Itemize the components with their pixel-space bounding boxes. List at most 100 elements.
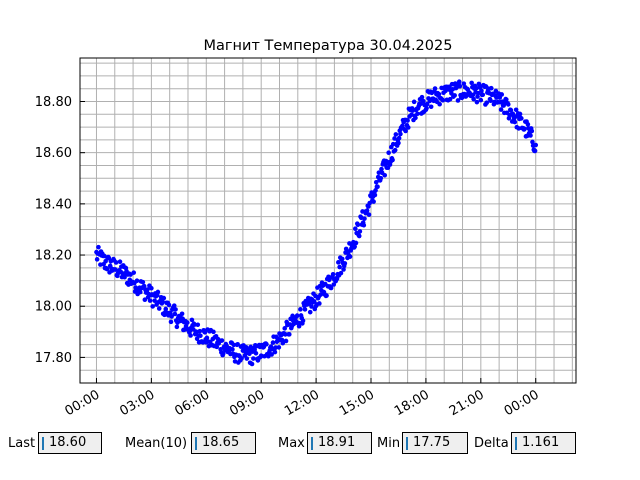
data-point [264, 341, 269, 347]
data-point [469, 80, 474, 86]
data-point [474, 99, 480, 105]
text-cursor [515, 437, 517, 450]
data-point [371, 199, 376, 204]
data-point [163, 306, 169, 312]
data-point [512, 119, 518, 125]
last-value: 18.60 [49, 435, 87, 450]
data-point [400, 123, 405, 129]
data-point [172, 311, 178, 317]
data-point [479, 88, 484, 94]
data-point [252, 347, 257, 353]
data-point [342, 261, 348, 266]
data-point [337, 264, 342, 270]
data-point [533, 142, 539, 148]
data-point [405, 125, 411, 130]
data-point [220, 351, 226, 356]
data-point [508, 107, 514, 113]
data-point [231, 342, 237, 348]
data-point [372, 192, 378, 198]
data-point [488, 98, 493, 104]
data-point [192, 322, 197, 327]
data-point [338, 270, 344, 276]
data-point [504, 97, 509, 102]
data-point [519, 116, 524, 121]
delta-value-field: 1.161 [511, 432, 576, 454]
data-point [461, 81, 467, 86]
data-point [456, 79, 462, 85]
data-point [244, 356, 250, 361]
data-point [219, 338, 225, 343]
data-point [447, 96, 453, 102]
data-point [362, 216, 367, 221]
data-point [149, 285, 154, 291]
data-point [318, 292, 323, 297]
data-point [440, 98, 446, 103]
data-point [432, 86, 438, 91]
data-point [505, 102, 511, 107]
x-tick-label: 00:00 [63, 387, 103, 419]
data-point [171, 303, 177, 308]
data-point [364, 208, 370, 213]
data-point [168, 319, 174, 325]
data-point [478, 97, 484, 103]
data-point [287, 332, 292, 337]
data-point [150, 304, 155, 309]
data-point [356, 233, 362, 239]
data-point [239, 356, 244, 361]
data-point [152, 298, 157, 303]
data-series [94, 79, 539, 367]
data-point [530, 139, 535, 145]
data-point [147, 298, 153, 303]
data-point [160, 299, 165, 304]
data-point [272, 349, 278, 355]
y-tick-label: 18.80 [35, 95, 72, 110]
data-point [134, 278, 140, 284]
data-point [309, 304, 314, 309]
x-tick-label: 18:00 [392, 387, 432, 419]
data-point [294, 313, 300, 318]
data-point [529, 128, 535, 134]
data-point [185, 320, 190, 325]
data-point [353, 240, 359, 246]
data-point [415, 111, 420, 117]
data-point [386, 150, 391, 156]
data-point [353, 226, 358, 232]
data-point [328, 285, 334, 291]
last-label: Last [8, 436, 36, 451]
min-value: 17.75 [413, 435, 451, 450]
data-point [113, 267, 118, 272]
data-point [392, 147, 398, 153]
data-point [270, 340, 276, 345]
y-tick-label: 17.80 [35, 351, 72, 366]
data-point [145, 287, 150, 292]
data-point [352, 244, 357, 249]
mean-value-field: 18.65 [191, 432, 256, 454]
data-point [300, 318, 306, 324]
data-point [480, 92, 486, 98]
chart-title: Магнит Температура 30.04.2025 [204, 38, 453, 54]
data-point [117, 259, 123, 264]
delta-value: 1.161 [522, 435, 560, 450]
data-point [366, 212, 372, 217]
data-point [396, 140, 401, 146]
data-point [253, 350, 259, 356]
data-point [179, 311, 185, 317]
text-cursor [42, 437, 44, 450]
data-point [156, 306, 162, 311]
text-cursor [195, 437, 197, 450]
data-point [532, 148, 538, 154]
max-label: Max [278, 436, 305, 451]
data-point [311, 299, 317, 304]
data-point [419, 94, 425, 100]
data-point [452, 93, 457, 98]
data-point [475, 94, 480, 99]
data-point [339, 256, 345, 262]
data-point [390, 157, 395, 163]
data-point [378, 175, 384, 181]
y-tick-label: 18.40 [35, 197, 72, 212]
data-point [331, 282, 337, 287]
data-point [283, 338, 289, 344]
data-point [455, 98, 461, 103]
min-value-field: 17.75 [402, 432, 468, 454]
data-point [428, 104, 434, 110]
